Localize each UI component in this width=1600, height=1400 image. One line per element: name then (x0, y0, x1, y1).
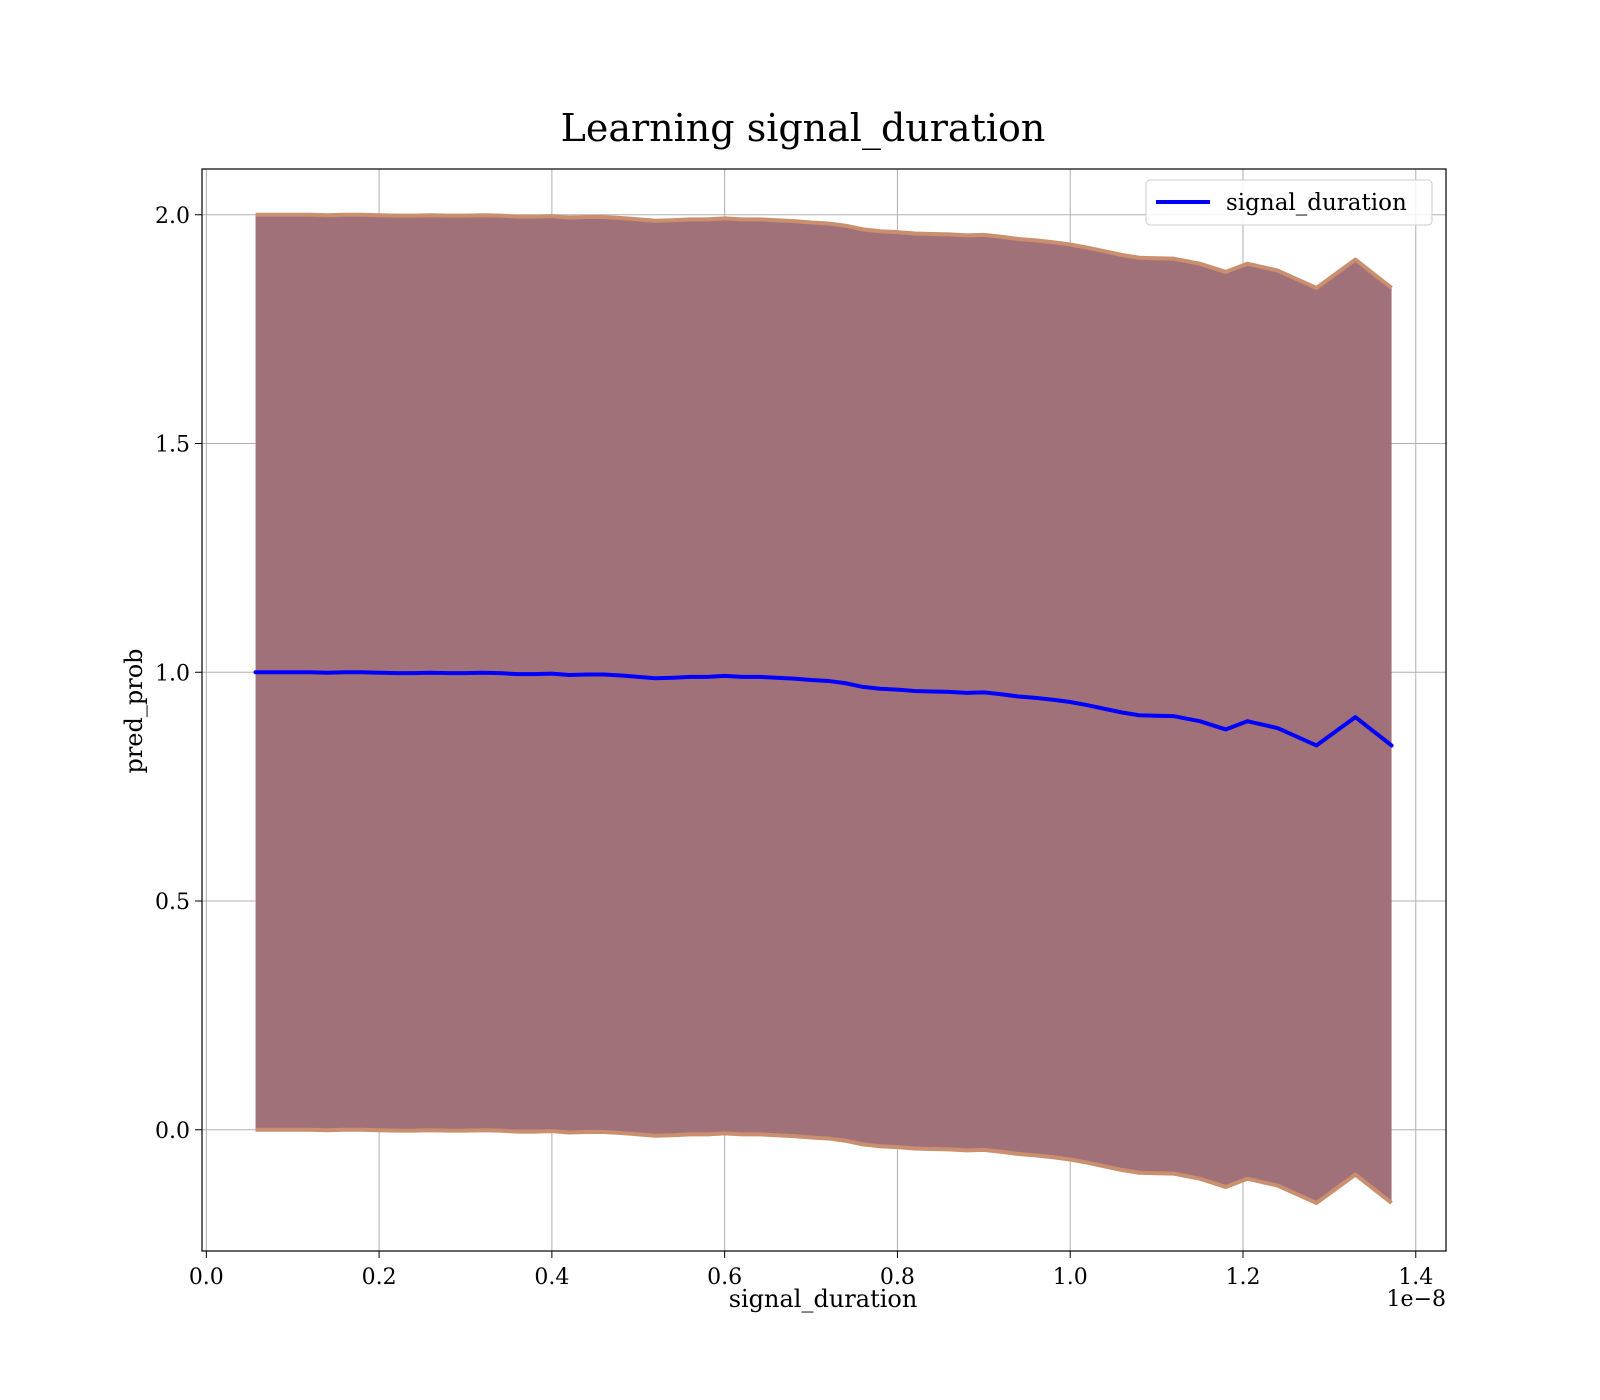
x-tick-label: 0.0 (189, 1265, 224, 1290)
x-tick-label: 0.2 (362, 1265, 397, 1290)
y-tick-label: 1.0 (155, 661, 190, 686)
x-tick-label: 0.8 (880, 1265, 915, 1290)
series-line (253, 670, 1394, 748)
y-tick-label: 1.5 (155, 433, 190, 458)
y-tick-label: 0.0 (155, 1119, 190, 1144)
chart-title: Learning signal_duration (561, 106, 1046, 151)
x-axis-offset-label: 1e−8 (1387, 1287, 1446, 1312)
band-upper-edge (255, 212, 1393, 290)
y-tick-label: 2.0 (155, 204, 190, 229)
x-tick-label: 1.0 (1053, 1265, 1088, 1290)
x-tick-label: 1.4 (1398, 1265, 1433, 1290)
y-tick-label: 0.5 (155, 890, 190, 915)
y-axis-label: pred_prob (120, 648, 148, 773)
legend-box (1145, 179, 1433, 226)
plot-frame (201, 168, 1447, 1252)
band-lower-edge (255, 1127, 1393, 1205)
legend: signal_duration (1145, 179, 1433, 226)
x-tick-label: 1.2 (1225, 1265, 1260, 1290)
ticks: 0.0 0.2 0.4 0.6 0.8 1.0 1.2 1.4 0.0 0.5 1.0 1.5 2.0 (155, 204, 1433, 1290)
x-tick-label: 0.4 (534, 1265, 569, 1290)
x-tick-label: 0.6 (707, 1265, 742, 1290)
x-axis-label: signal_duration (729, 1285, 918, 1313)
confidence-band (255, 214, 1392, 1203)
confidence-band-layer (255, 212, 1393, 1205)
series-layer (253, 670, 1394, 748)
legend-label: signal_duration (1226, 190, 1407, 216)
